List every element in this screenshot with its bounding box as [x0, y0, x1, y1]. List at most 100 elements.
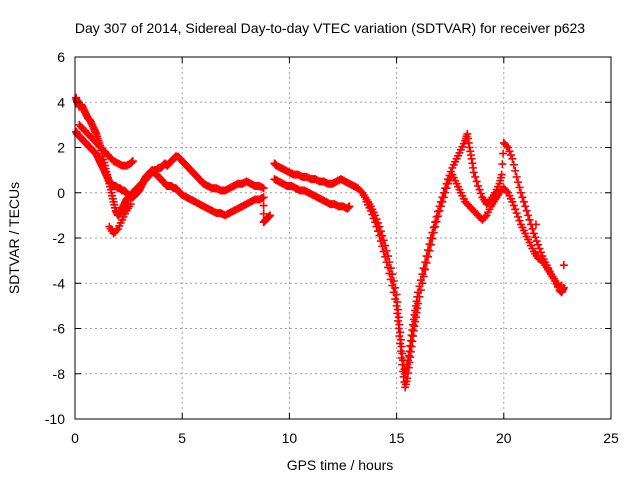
data-point [259, 193, 268, 202]
data-point [419, 264, 428, 273]
axis-ticks: 0 5 10 15 20 25 -10 -8 -6 -4 -2 0 2 4 6 [45, 49, 619, 446]
data-point [259, 184, 268, 193]
data-marks [72, 93, 568, 392]
data-point [472, 177, 481, 186]
data-point [385, 269, 394, 278]
data-point [389, 288, 398, 297]
data-point [392, 301, 401, 310]
data-point [469, 168, 478, 177]
data-point [422, 258, 431, 267]
data-point [369, 214, 378, 223]
data-point [528, 224, 537, 233]
data-point [432, 217, 441, 226]
data-point [395, 332, 404, 341]
data-point [266, 211, 275, 220]
data-point [397, 353, 406, 362]
data-point [471, 172, 480, 181]
data-point [436, 202, 445, 211]
data-point [396, 339, 405, 348]
data-point [415, 292, 424, 301]
data-point [498, 160, 507, 169]
x-tick-label: 5 [178, 430, 186, 446]
data-point [516, 188, 525, 197]
data-point [391, 295, 400, 304]
data-point [536, 248, 545, 257]
x-axis-label: GPS time / hours [287, 457, 394, 473]
data-point [375, 231, 384, 240]
data-point [522, 206, 531, 215]
data-point [481, 212, 490, 221]
data-point [396, 347, 405, 356]
data-point [511, 166, 520, 175]
data-point [509, 201, 518, 210]
y-tick-label: 2 [57, 140, 65, 156]
x-tick-label: 10 [282, 430, 298, 446]
data-point [425, 246, 434, 255]
data-point [506, 151, 515, 160]
data-point [435, 206, 444, 215]
data-point [504, 143, 513, 152]
data-point [382, 258, 391, 267]
data-point [474, 181, 483, 190]
data-point [376, 237, 385, 246]
x-tick-label: 20 [496, 430, 512, 446]
data-point [128, 157, 137, 166]
data-point [534, 240, 543, 249]
data-point [511, 205, 520, 214]
data-point [535, 244, 544, 253]
y-tick-label: -2 [53, 230, 66, 246]
series-track-c [75, 120, 137, 238]
data-point [345, 202, 354, 211]
data-point [521, 202, 530, 211]
data-point [524, 211, 533, 220]
data-point [394, 316, 403, 325]
data-point [368, 210, 377, 219]
data-point [519, 197, 528, 206]
data-point [393, 309, 402, 318]
data-point [259, 209, 268, 218]
data-point [414, 299, 423, 308]
y-tick-label: 6 [57, 49, 65, 65]
data-point [371, 218, 380, 227]
data-point [398, 360, 407, 369]
data-point [416, 286, 425, 295]
x-tick-label: 25 [603, 430, 619, 446]
data-point [388, 281, 397, 290]
data-point [508, 154, 517, 163]
data-point [514, 178, 523, 187]
y-axis-label: SDTVAR / TECUs [6, 182, 22, 294]
data-point [431, 222, 440, 231]
data-point [378, 242, 387, 251]
chart-title: Day 307 of 2014, Sidereal Day-to-day VTE… [75, 20, 585, 36]
data-point [475, 185, 484, 194]
y-tick-label: 4 [57, 94, 65, 110]
data-point [514, 212, 523, 221]
y-tick-label: -10 [45, 411, 65, 427]
data-point [531, 233, 540, 242]
y-tick-label: -6 [53, 321, 66, 337]
data-point [372, 222, 381, 231]
y-tick-label: -4 [53, 275, 66, 291]
data-point [525, 215, 534, 224]
data-point [497, 170, 506, 179]
data-point [512, 172, 521, 181]
data-point [476, 189, 485, 198]
data-point [421, 265, 430, 274]
data-point [518, 193, 527, 202]
data-point [559, 283, 568, 292]
data-point [441, 188, 450, 197]
data-point [559, 261, 568, 270]
series-track-b [72, 127, 275, 227]
data-point [366, 206, 375, 215]
data-point [515, 216, 524, 225]
data-point [512, 209, 521, 218]
data-point [505, 147, 514, 156]
data-point [515, 183, 524, 192]
data-point [419, 272, 428, 281]
data-point [499, 149, 508, 158]
data-point [502, 187, 511, 196]
y-tick-label: -8 [53, 366, 66, 382]
data-point [386, 275, 395, 284]
